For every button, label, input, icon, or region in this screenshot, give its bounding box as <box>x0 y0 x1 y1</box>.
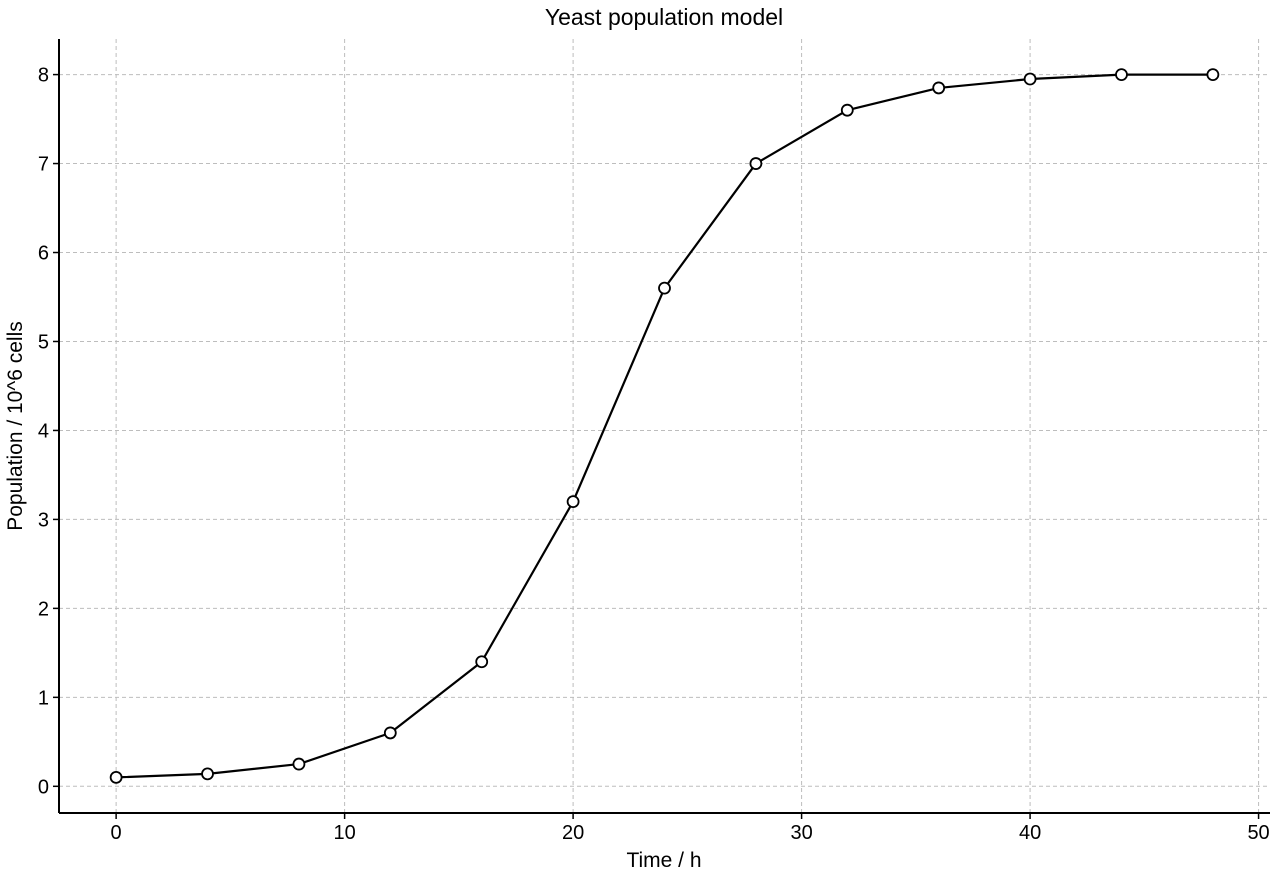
series-line <box>116 73 1213 779</box>
data-point <box>475 655 489 669</box>
series-layer <box>109 68 1220 784</box>
x-tick-label: 10 <box>333 822 355 844</box>
x-tick-label: 0 <box>111 822 122 844</box>
y-tick-label: 1 <box>38 687 49 709</box>
chart-title: Yeast population model <box>545 4 783 30</box>
axes: 0 10 20 30 40 50 0 1 2 3 4 5 6 7 8 <box>38 39 1270 844</box>
data-point <box>749 157 763 170</box>
y-tick-label: 0 <box>38 776 49 798</box>
x-tick-label: 20 <box>562 822 584 844</box>
data-point <box>566 495 580 509</box>
y-tick-label: 5 <box>38 331 49 353</box>
data-point <box>932 81 946 95</box>
y-tick-label: 4 <box>38 420 49 442</box>
y-tick-label: 7 <box>38 154 49 176</box>
x-tick-label: 50 <box>1247 822 1269 844</box>
data-point <box>1115 68 1128 81</box>
y-axis-label: Population / 10^6 cells <box>4 321 27 531</box>
x-tick-label: 30 <box>790 822 812 844</box>
data-point <box>109 771 123 784</box>
data-point <box>840 103 854 117</box>
y-tick-label: 3 <box>38 509 49 531</box>
data-point <box>201 767 214 781</box>
y-tick-label: 2 <box>38 598 49 620</box>
data-point <box>292 757 306 771</box>
y-tick-label: 6 <box>38 243 49 265</box>
x-tick-label: 40 <box>1019 822 1041 844</box>
data-point <box>383 726 397 740</box>
data-point <box>1206 68 1220 81</box>
data-point <box>658 281 671 295</box>
x-axis-label: Time / h <box>626 849 701 872</box>
grid <box>59 39 1270 813</box>
data-point <box>1023 72 1037 86</box>
y-tick-label: 8 <box>38 65 49 87</box>
